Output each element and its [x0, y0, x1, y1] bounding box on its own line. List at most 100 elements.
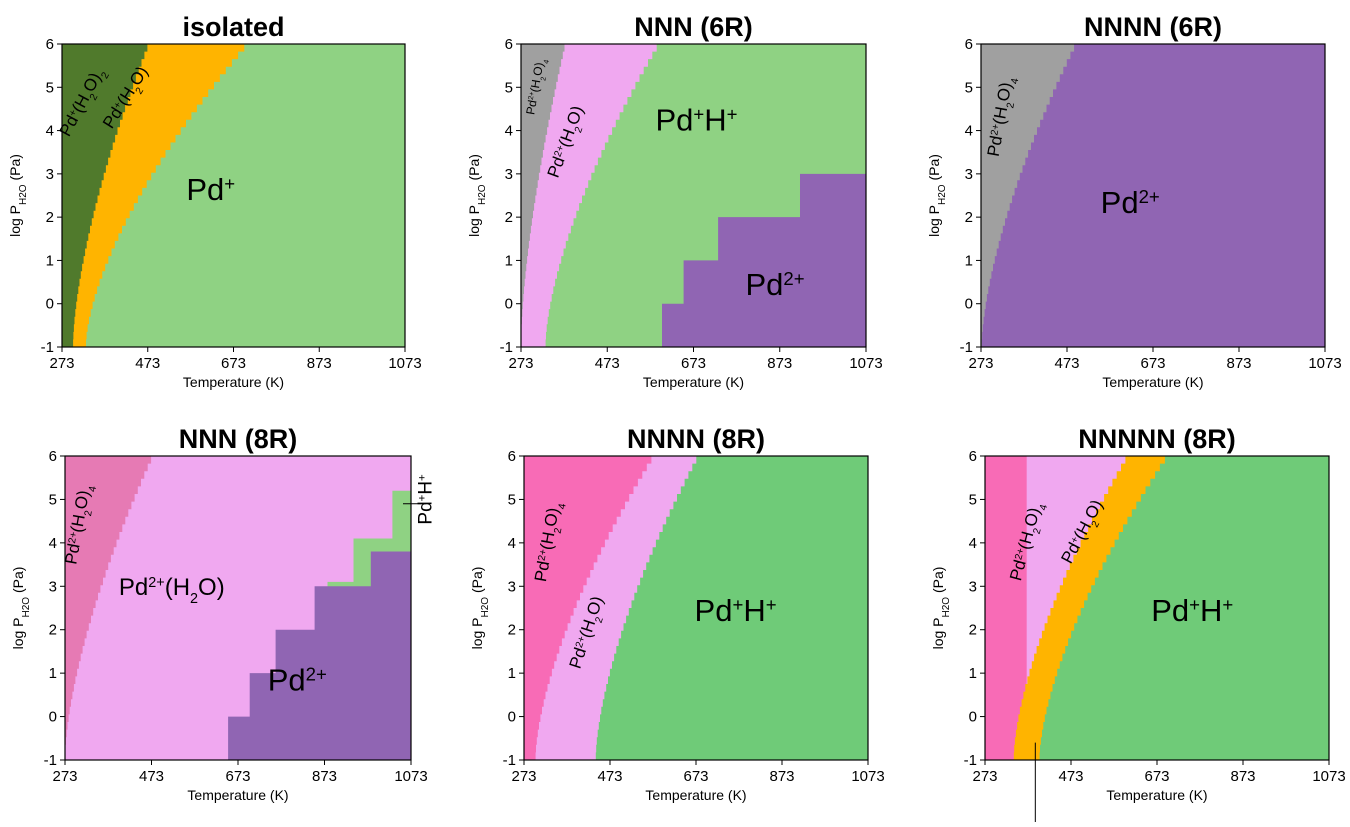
y-axis-label: log PH2O (Pa) [930, 567, 952, 650]
y-tick-label: 1 [969, 665, 977, 682]
phase-region-3 [595, 456, 868, 760]
region-label-1: Pd2+(H2O)4 [61, 483, 98, 567]
y-tick-label: 3 [508, 578, 516, 595]
phase-regions [985, 456, 1329, 760]
y-tick-label: 4 [49, 535, 57, 552]
y-tick-label: 3 [969, 578, 977, 595]
y-tick-label: 5 [969, 491, 977, 508]
x-tick-label: 673 [681, 355, 706, 372]
chart-panel-4: NNN (8R) 273 473 673 873 1073 -1 0 1 2 3 4 5 6 Tempera… [10, 424, 436, 803]
y-tick-label: 1 [49, 665, 57, 682]
phase-regions [65, 456, 411, 760]
region-label-1: Pd2+(H2O)4 [531, 500, 568, 584]
chart-panel-3: NNNN (6R) 273 473 673 873 1073 -1 0 1 2 3 4 5 6 Temper… [926, 12, 1342, 390]
y-tick-label: 6 [969, 448, 977, 465]
y-tick-label: 0 [49, 709, 57, 726]
chart-panel-1: isolated 273 473 673 873 1073 -1 0 1 2 3 4 5 6 Tempera… [7, 12, 422, 390]
y-tick-label: 1 [508, 665, 516, 682]
phase-regions [981, 44, 1325, 347]
x-tick-label: 873 [769, 768, 794, 785]
phase-regions [521, 44, 866, 347]
region-label-4: Pd2+ [745, 267, 804, 302]
x-tick-label: 473 [135, 355, 160, 372]
y-tick-label: 4 [969, 535, 977, 552]
y-tick-label: 6 [505, 36, 513, 53]
phase-region-2 [981, 44, 1325, 347]
x-tick-label: 673 [1140, 355, 1165, 372]
y-tick-label: -1 [964, 752, 977, 769]
region-label-1: Pd2+(H2O)4 [1006, 500, 1050, 584]
y-tick-label: 6 [965, 36, 973, 53]
y-tick-label: -1 [960, 339, 973, 356]
y-tick-label: 0 [46, 296, 54, 313]
x-tick-label: 473 [1054, 355, 1079, 372]
x-tick-label: 473 [597, 768, 622, 785]
y-tick-label: 5 [49, 491, 57, 508]
y-axis-label: log PH2O (Pa) [7, 154, 29, 237]
region-label-1: Pd2+(H2O)4 [984, 75, 1021, 159]
y-axis-label: log PH2O (Pa) [469, 567, 491, 650]
chart-panel-2: NNN (6R) 273 473 673 873 1073 -1 0 1 2 3 4 5 6 Tempera… [466, 12, 883, 390]
chart-title: isolated [182, 12, 284, 42]
x-tick-label: 873 [767, 355, 792, 372]
region-label-3: Pd+ [186, 172, 235, 207]
phase-regions [524, 456, 868, 760]
x-axis-label: Temperature (K) [187, 787, 288, 803]
x-tick-label: 473 [1058, 768, 1083, 785]
y-tick-label: 4 [508, 535, 516, 552]
y-tick-label: -1 [44, 752, 57, 769]
x-axis-label: Temperature (K) [1102, 374, 1203, 390]
y-tick-label: 6 [508, 448, 516, 465]
chart-title: NNNN (8R) [627, 424, 765, 454]
y-tick-label: 0 [969, 709, 977, 726]
y-tick-label: 3 [505, 166, 513, 183]
y-tick-label: 2 [965, 209, 973, 226]
x-axis-label: Temperature (K) [183, 374, 284, 390]
x-axis-label: Temperature (K) [1106, 787, 1207, 803]
y-tick-label: 2 [49, 622, 57, 639]
y-tick-label: -1 [503, 752, 516, 769]
x-axis-label: Temperature (K) [643, 374, 744, 390]
x-tick-label: 273 [52, 768, 77, 785]
x-tick-label: 273 [508, 355, 533, 372]
y-tick-label: 4 [505, 123, 513, 140]
y-tick-label: 4 [46, 123, 54, 140]
x-tick-label: 1073 [849, 355, 882, 372]
y-tick-label: -1 [41, 339, 54, 356]
x-tick-label: 673 [225, 768, 250, 785]
region-label-3: Pd+H+ [1151, 593, 1233, 628]
y-tick-label: -1 [500, 339, 513, 356]
y-tick-label: 1 [965, 252, 973, 269]
chart-panel-6: NNNNN (8R) 273 473 673 873 1073 -1 0 1 2 3 4 5 6 Tempe… [930, 424, 1346, 827]
y-tick-label: 2 [508, 622, 516, 639]
chart-title: NNNNN (8R) [1078, 424, 1236, 454]
x-tick-label: 1073 [394, 768, 427, 785]
y-tick-label: 5 [965, 79, 973, 96]
x-tick-label: 273 [968, 355, 993, 372]
y-tick-label: 5 [508, 491, 516, 508]
y-tick-label: 3 [46, 166, 54, 183]
y-tick-label: 6 [46, 36, 54, 53]
region-label-1: Pd2+(H2O)4 [523, 57, 551, 116]
y-axis-label: log PH2O (Pa) [926, 154, 948, 237]
x-tick-label: 673 [1144, 768, 1169, 785]
y-tick-label: 6 [49, 448, 57, 465]
y-tick-label: 1 [505, 252, 513, 269]
y-tick-label: 5 [505, 79, 513, 96]
x-axis-label: Temperature (K) [645, 787, 746, 803]
x-tick-label: 273 [511, 768, 536, 785]
region-label-3: Pd2+ [268, 663, 327, 698]
y-tick-label: 3 [965, 166, 973, 183]
x-tick-label: 273 [972, 768, 997, 785]
phase-region-3 [86, 44, 405, 347]
phase-regions [62, 44, 405, 347]
phase-region-4 [1039, 456, 1329, 760]
phase-region-4 [653, 154, 866, 347]
y-tick-label: 2 [969, 622, 977, 639]
region-label-3: Pd+H+ [656, 103, 738, 138]
region-label-2: Pd2+(H2O) [119, 574, 225, 607]
x-tick-label: 873 [312, 768, 337, 785]
region-label-4: Pd+H+ [415, 474, 436, 525]
